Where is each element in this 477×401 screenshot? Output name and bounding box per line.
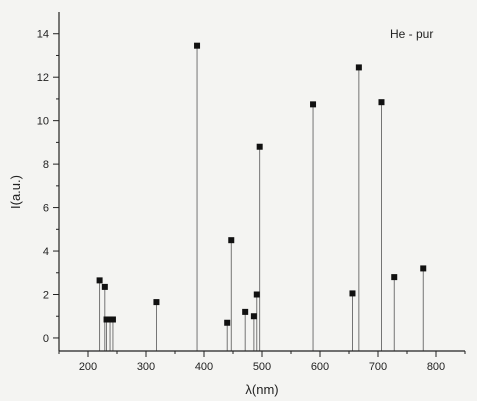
x-tick-label: 300	[137, 361, 155, 373]
data-point-marker	[355, 64, 362, 71]
axes-group	[58, 12, 465, 352]
data-point-marker	[224, 319, 231, 326]
legend-annotation: He - pur	[390, 27, 433, 41]
data-point-marker	[256, 143, 263, 150]
x-tick-label: 800	[427, 361, 445, 373]
data-point-marker	[310, 101, 317, 108]
data-point-marker	[103, 316, 110, 323]
x-tick-label: 200	[79, 361, 97, 373]
marker-group	[96, 42, 427, 326]
x-tick-label: 400	[195, 361, 213, 373]
data-point-marker	[391, 274, 398, 281]
y-tick-label: 4	[43, 246, 49, 258]
data-point-marker	[253, 291, 260, 298]
y-axis-title: I(a.u.)	[8, 175, 23, 209]
data-point-marker	[228, 237, 235, 244]
y-tick-label: 12	[37, 72, 49, 84]
data-point-marker	[153, 299, 160, 306]
x-axis-title: λ(nm)	[245, 382, 278, 397]
y-tick-label: 10	[37, 116, 49, 128]
data-point-marker	[242, 308, 249, 315]
y-tick-label: 8	[43, 159, 49, 171]
data-point-marker	[109, 316, 116, 323]
data-point-marker	[101, 283, 108, 290]
y-tick-label: 0	[43, 333, 49, 345]
data-point-marker	[194, 42, 201, 49]
data-point-marker	[349, 290, 356, 297]
data-point-marker	[250, 313, 257, 320]
ticks-group: 200 300 400 500 600 700 800 0 2 4 6 8 10 12 14	[37, 29, 466, 373]
data-point-marker	[378, 99, 385, 106]
data-point-marker	[96, 277, 103, 284]
y-tick-label: 2	[43, 290, 49, 302]
y-tick-label: 14	[37, 29, 49, 41]
data-point-marker	[420, 265, 427, 272]
y-tick-label: 6	[43, 203, 49, 215]
x-tick-label: 500	[253, 361, 271, 373]
x-tick-label: 700	[369, 361, 387, 373]
stem-group	[99, 45, 424, 351]
x-tick-label: 600	[311, 361, 329, 373]
